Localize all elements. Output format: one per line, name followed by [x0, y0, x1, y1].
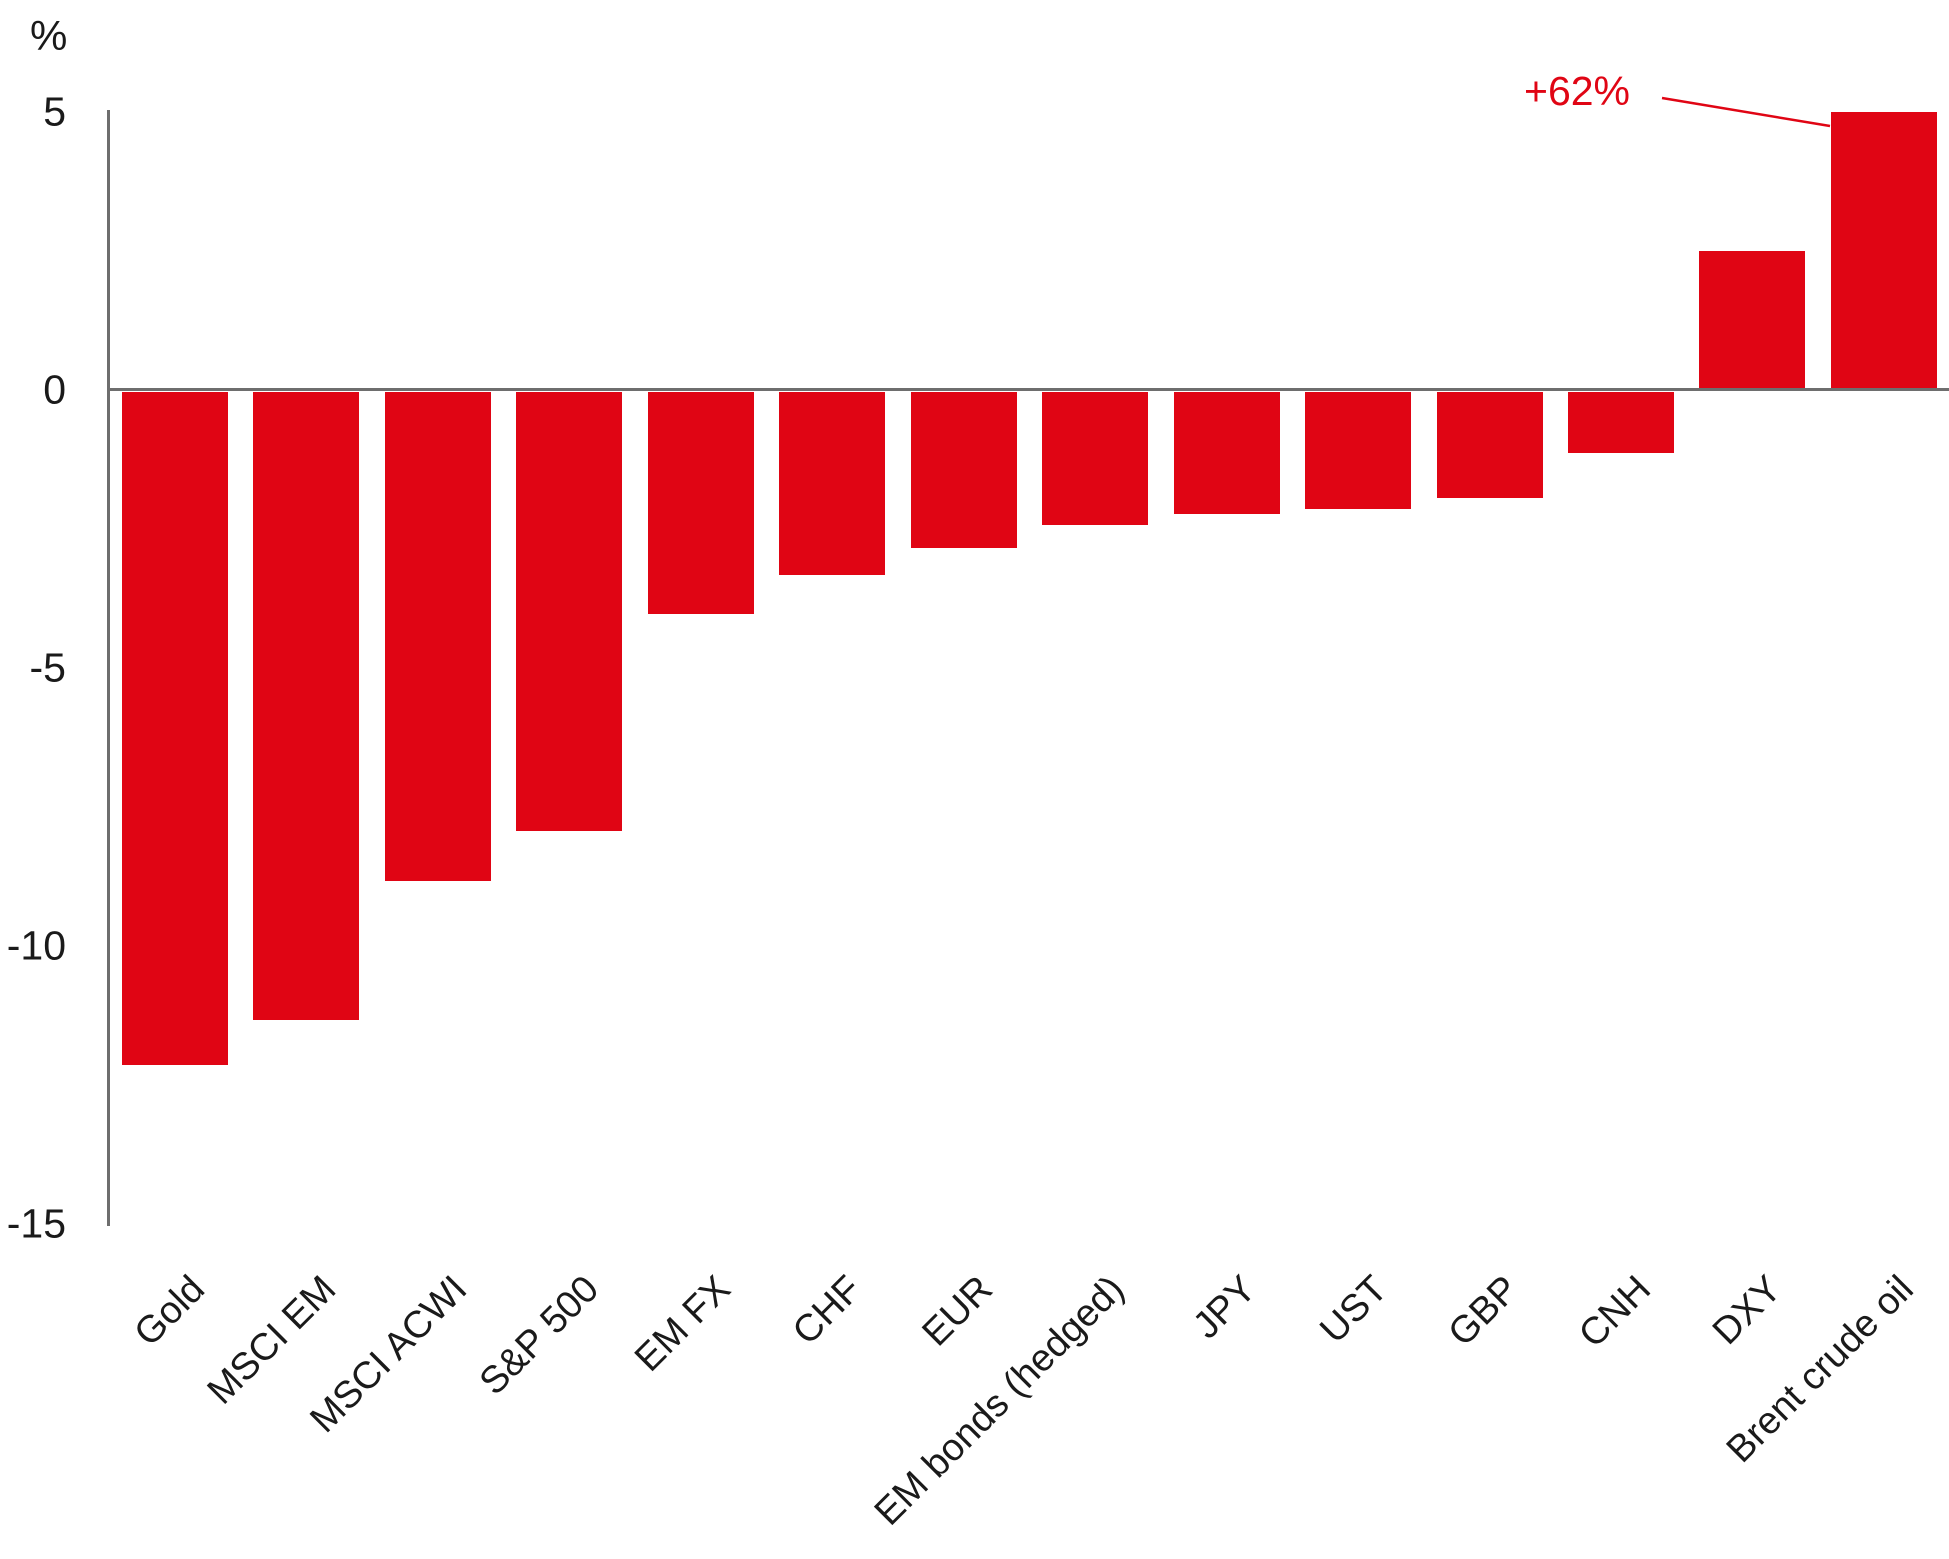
y-tick-label: -15	[6, 1200, 66, 1247]
y-axis-line	[107, 110, 110, 1226]
x-axis-label: DXY	[1705, 1268, 1791, 1353]
y-tick-label: 5	[43, 88, 66, 135]
x-axis-label: CNH	[1570, 1268, 1659, 1356]
bar-eur	[910, 392, 1017, 548]
x-axis-label: EM FX	[626, 1268, 739, 1380]
x-axis-label: UST	[1312, 1268, 1396, 1352]
x-axis-label: GBP	[1440, 1268, 1528, 1355]
bar-chf	[779, 392, 886, 576]
bar-gbp	[1436, 392, 1543, 498]
y-axis-unit-label: %	[30, 12, 68, 59]
x-axis-label: CHF	[785, 1268, 870, 1353]
y-tick-label: 0	[43, 366, 66, 413]
bar-msci-em	[253, 392, 360, 1021]
bar-dxy	[1699, 251, 1806, 390]
x-axis-label: Gold	[126, 1268, 213, 1355]
bar-msci-acwi	[384, 392, 491, 882]
bar-jpy	[1173, 392, 1280, 515]
zero-baseline	[107, 388, 1949, 391]
annotation-label: +62%	[1524, 68, 1631, 114]
x-axis-label: EM bonds (hedged)	[867, 1268, 1133, 1534]
bar-em-bonds-hedged-	[1042, 392, 1149, 526]
x-axis-label: S&P 500	[471, 1268, 608, 1404]
bar-brent-crude-oil	[1830, 112, 1937, 390]
x-axis-label: EUR	[914, 1268, 1002, 1355]
bar-ust	[1305, 392, 1412, 509]
bar-cnh	[1567, 392, 1674, 454]
y-tick-label: -10	[6, 922, 66, 969]
bar-s-p-500	[516, 392, 623, 832]
x-axis-label: JPY	[1185, 1268, 1265, 1347]
bar-em-fx	[647, 392, 754, 615]
bar-gold	[122, 392, 228, 1065]
y-tick-label: -5	[29, 644, 66, 691]
